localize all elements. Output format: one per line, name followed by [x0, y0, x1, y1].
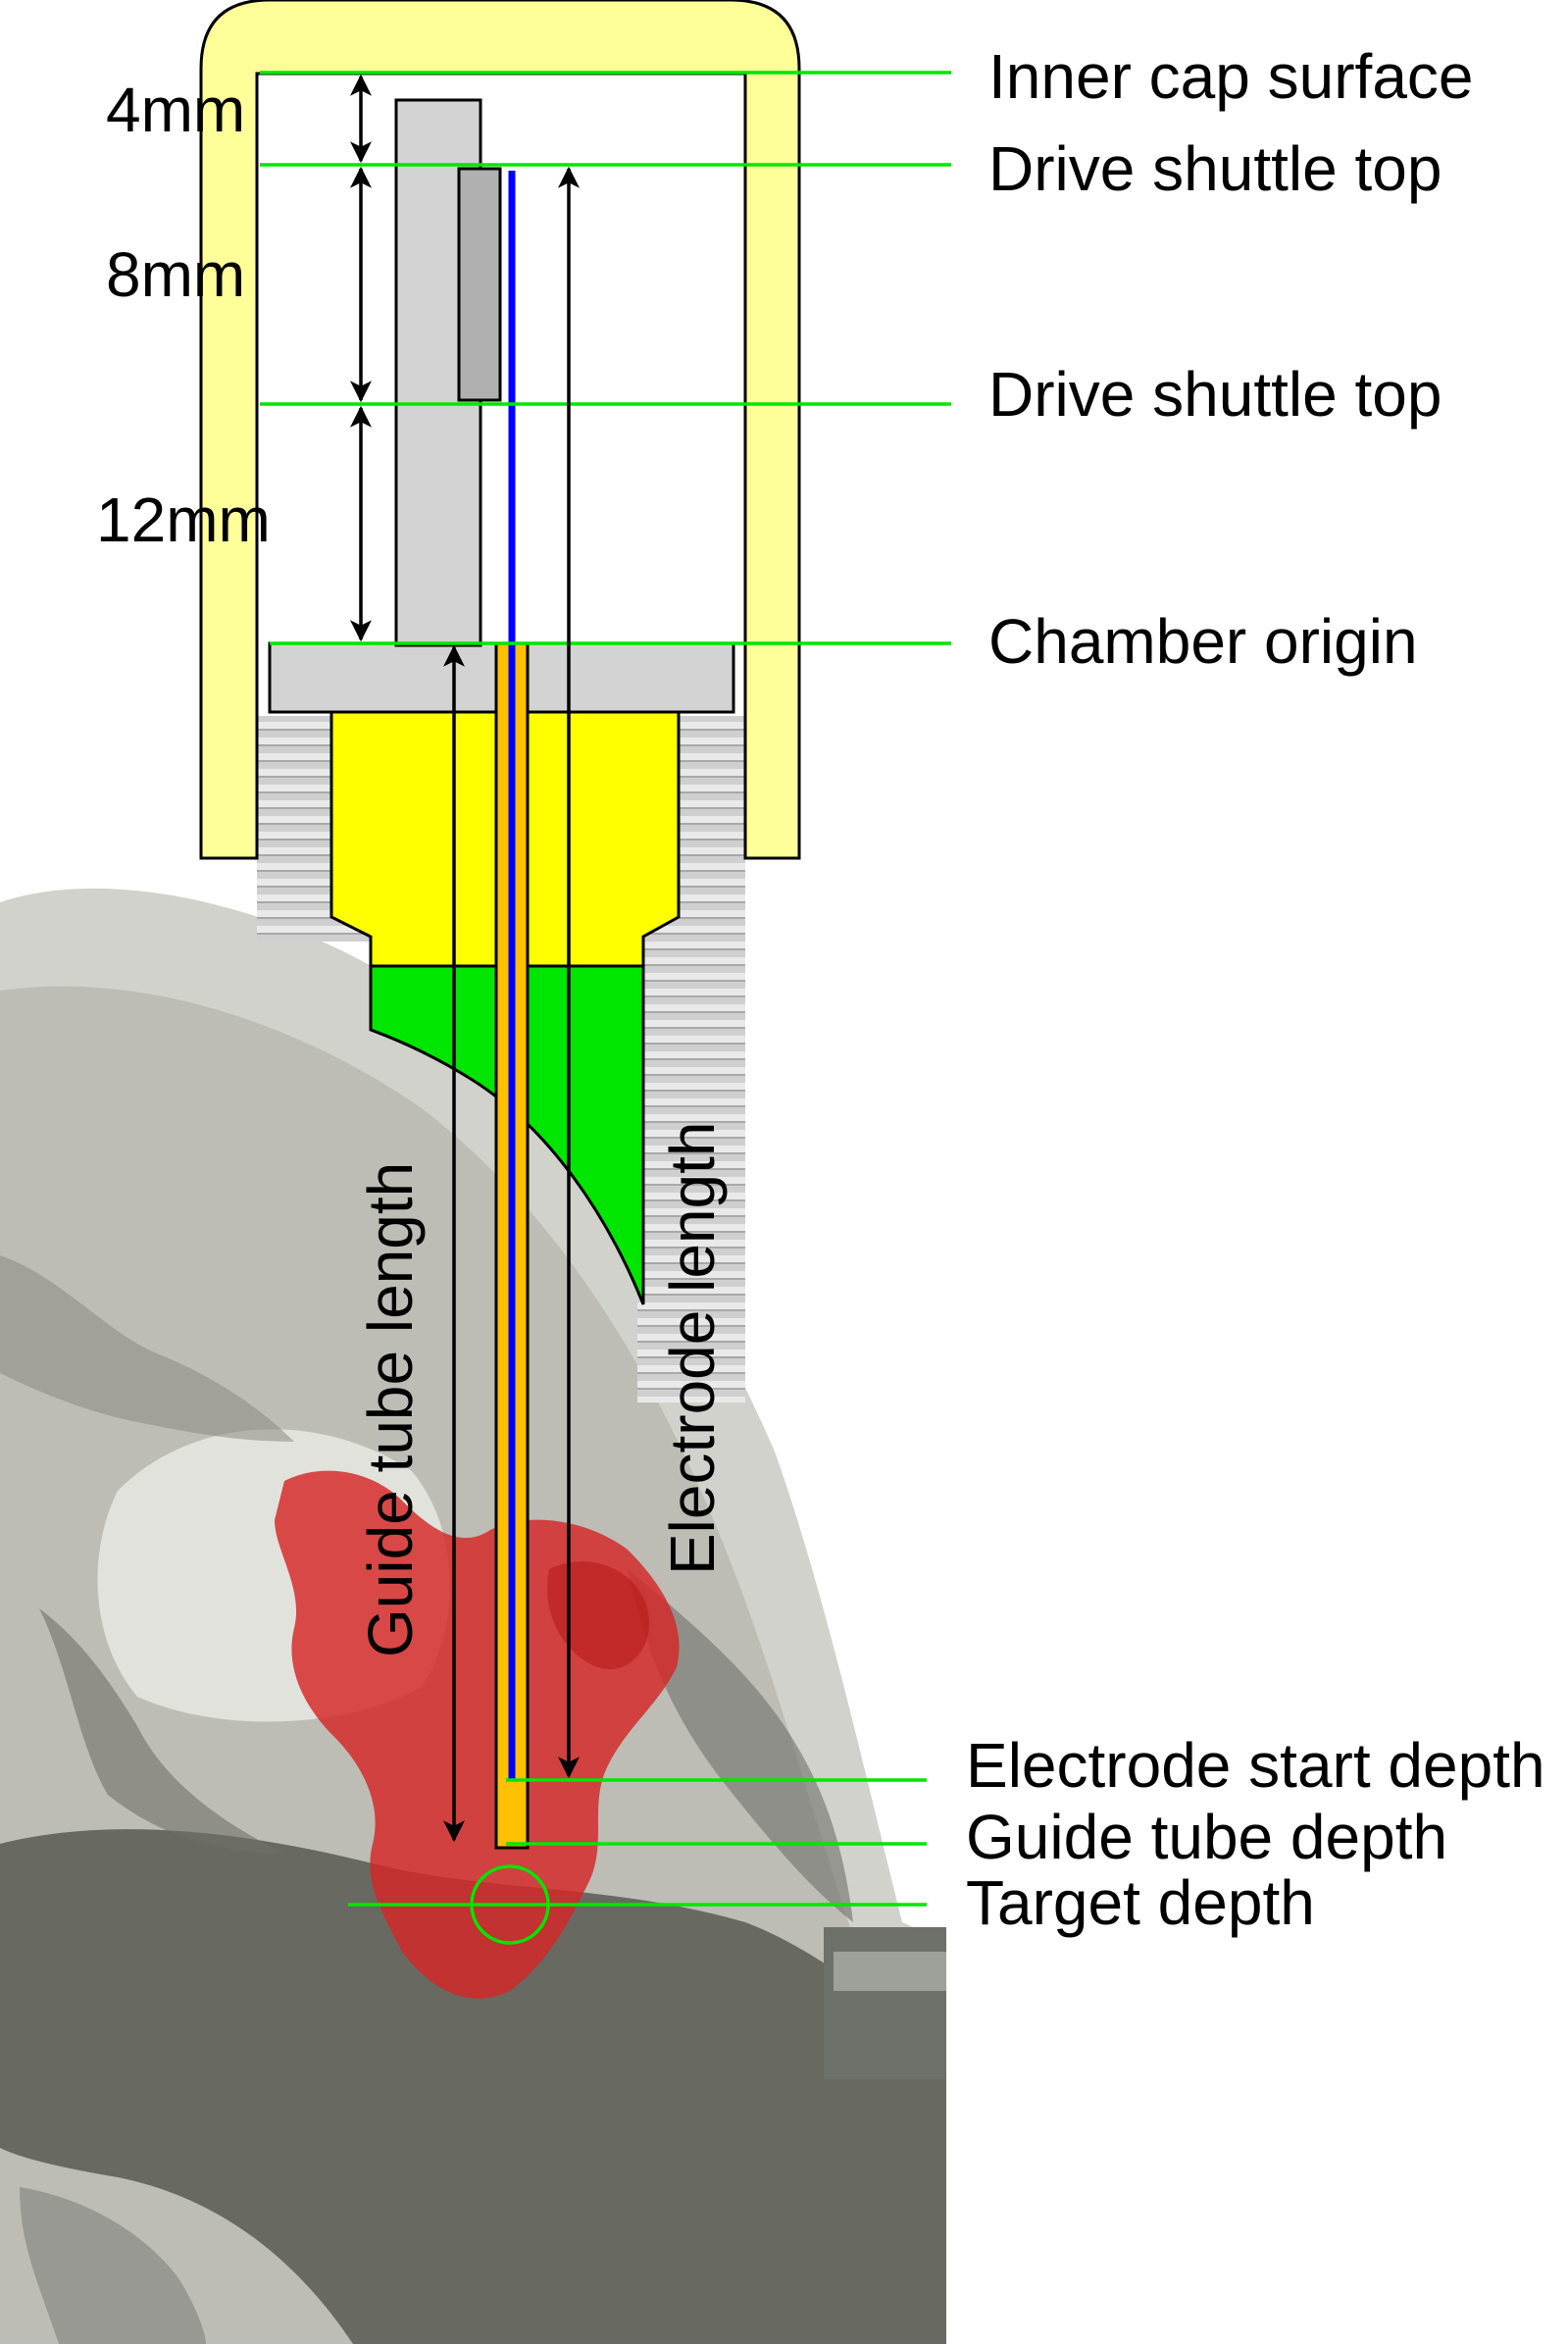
dim-4mm-label: 4mm: [106, 75, 245, 145]
drive-shuttle-top-label-lower: Drive shuttle top: [988, 359, 1442, 430]
dim-8mm-label: 8mm: [106, 239, 245, 310]
dimension-arrows: [350, 74, 580, 1843]
skull-image: [0, 888, 946, 2344]
drive-shuttle: [457, 167, 502, 402]
cap: [199, 0, 801, 860]
ear-bar: [824, 1927, 946, 2079]
bone-texture-right: [628, 1569, 853, 1922]
target-depth-label: Target depth: [966, 1867, 1315, 1938]
guide-tube-depth-label: Guide tube depth: [966, 1802, 1447, 1872]
reference-lines: [260, 71, 951, 1945]
target-marker: [470, 1864, 550, 1945]
drive-shuttle-top-label-upper: Drive shuttle top: [988, 133, 1442, 204]
skull-base-dark: [0, 1829, 946, 2344]
chamber-origin-label: Chamber origin: [988, 606, 1418, 677]
electrode-length-label: Electrode length: [657, 1121, 728, 1575]
dim-12mm-label: 12mm: [96, 484, 271, 555]
electrode-start-depth-label: Electrode start depth: [966, 1730, 1545, 1801]
inner-cap-surface-label: Inner cap surface: [988, 41, 1474, 112]
bone-texture-low: [20, 2187, 206, 2344]
bone-texture-left: [0, 1255, 294, 1442]
guide-tube-length-label: Guide tube length: [355, 1162, 426, 1657]
bone-texture-mid: [39, 1608, 284, 1854]
ear-bar-highlight: [834, 1952, 946, 1991]
